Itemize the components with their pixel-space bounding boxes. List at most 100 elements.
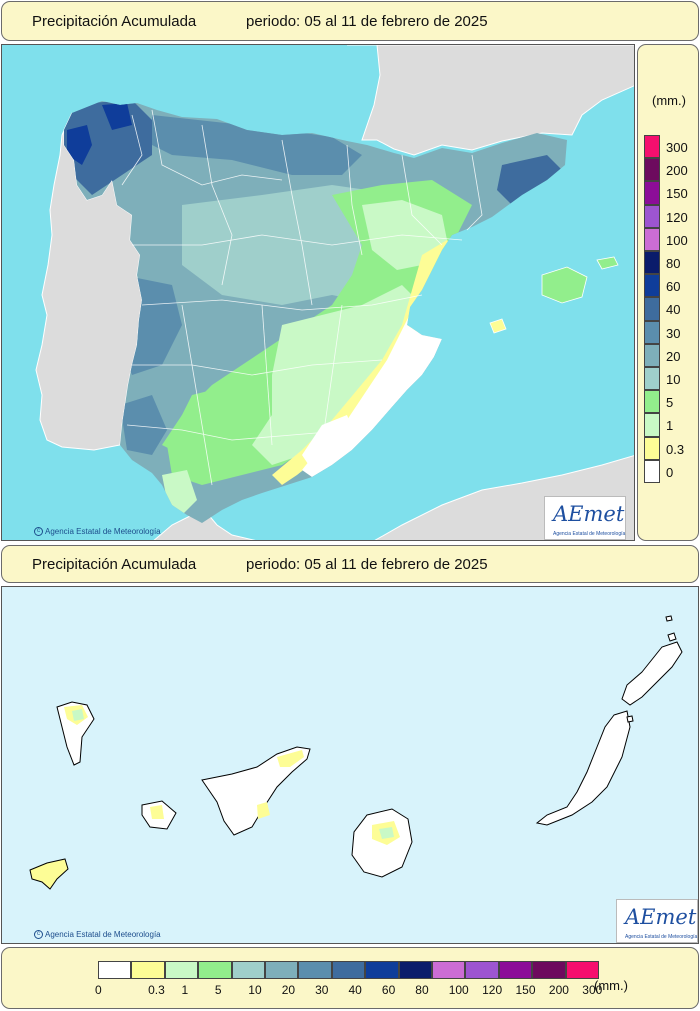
top-title-bar: Precipitación Acumulada periodo: 05 al 1… xyxy=(1,1,699,41)
gran-canaria-green xyxy=(379,827,394,839)
copyright-icon: c xyxy=(34,930,43,939)
lobos xyxy=(626,715,634,723)
copyright-icon: c xyxy=(34,527,43,536)
map-title: Precipitación Acumulada xyxy=(32,13,197,30)
legend-label: 120 xyxy=(482,983,503,997)
legend-label: 80 xyxy=(415,983,429,997)
peninsula-map-svg xyxy=(2,45,634,540)
aemet-logo-subtitle: Agencia Estatal de Meteorología xyxy=(553,531,626,537)
province-borders xyxy=(121,109,483,486)
legend-label: 5 xyxy=(666,395,674,411)
legend-label: 150 xyxy=(515,983,536,997)
legend-label: 300 xyxy=(582,983,603,997)
legend-swatch xyxy=(644,367,660,391)
legend-swatch xyxy=(298,961,332,979)
legend-swatch xyxy=(644,204,660,228)
legend-swatch xyxy=(98,961,132,979)
legend-swatch xyxy=(644,343,660,367)
legend-label: 30 xyxy=(315,983,329,997)
aemet-logo-bottom: AEmet Agencia Estatal de Meteorología xyxy=(616,899,698,943)
legend-swatch xyxy=(644,436,660,460)
legend-swatch xyxy=(331,961,366,979)
legend-swatch xyxy=(465,961,499,979)
legend-label: 10 xyxy=(666,372,681,387)
tenerife xyxy=(201,746,311,836)
tenerife-yellow-ne xyxy=(277,750,304,767)
legend-label: 80 xyxy=(666,256,681,271)
zone-80-100-galicia xyxy=(67,125,92,165)
aemet-logo-subtitle: Agencia Estatal de Meteorología xyxy=(625,934,698,940)
aemet-logo-top: AEmet Agencia Estatal de Meteorología xyxy=(544,496,626,540)
legend-swatch xyxy=(644,459,660,483)
legend-swatch xyxy=(198,961,232,979)
canarias-period: periodo: 05 al 11 de febrero de 2025 xyxy=(246,556,488,573)
lanzarote xyxy=(621,641,683,706)
mallorca xyxy=(541,266,588,304)
legend-label: 30 xyxy=(666,325,681,341)
zone-60-80-north xyxy=(102,103,132,130)
legend-swatch xyxy=(398,961,432,979)
legend-swatch xyxy=(644,158,660,182)
legend-label: 60 xyxy=(381,983,396,997)
legend-label: 0.3 xyxy=(148,983,165,997)
alegranza xyxy=(665,615,673,622)
zone-0-almeria xyxy=(302,415,357,470)
la-gomera-yellow xyxy=(150,805,164,819)
legend-label: 200 xyxy=(548,983,569,997)
legend-unit-horizontal: (mm.) xyxy=(594,978,628,993)
zone-40-60-catalonia xyxy=(497,155,562,205)
legend-label: 40 xyxy=(348,983,362,997)
legend-label: 1 xyxy=(181,983,189,997)
africa-land xyxy=(153,512,256,540)
credit-text-bottom: Agencia Estatal de Meteorología xyxy=(45,930,161,939)
legend-swatch xyxy=(532,961,566,979)
fuerteventura xyxy=(535,710,631,826)
legend-label: 200 xyxy=(666,163,688,179)
menorca xyxy=(596,256,619,270)
legend-label: 150 xyxy=(666,186,688,202)
zone-0-southeast xyxy=(302,285,442,477)
la-palma-green xyxy=(72,709,84,721)
legend-swatch xyxy=(644,297,660,321)
legend-label: 60 xyxy=(666,279,681,295)
aemet-logo-text: AEmet xyxy=(553,502,625,526)
legend-label: 0 xyxy=(95,983,102,997)
legend-swatch xyxy=(498,961,533,979)
legend-swatch xyxy=(644,135,660,159)
legend-swatch xyxy=(644,413,660,437)
legend-label: 0 xyxy=(666,464,674,480)
legend-label: 100 xyxy=(448,983,469,997)
legend-label: 20 xyxy=(666,348,681,364)
ibiza xyxy=(489,318,507,334)
legend-swatch xyxy=(644,274,660,298)
legend-swatch xyxy=(644,320,660,344)
legend-label: 300 xyxy=(666,140,688,155)
legend-label: 20 xyxy=(281,983,296,997)
legend-swatch xyxy=(644,390,660,414)
zone-1-5-southeast xyxy=(252,285,422,465)
canarias-title: Precipitación Acumulada xyxy=(32,556,197,573)
legend-label: 10 xyxy=(248,983,262,997)
el-hierro xyxy=(29,858,69,890)
legend-swatch xyxy=(432,961,466,979)
canarias-map-svg xyxy=(2,587,698,943)
zone-30-40-cantabric xyxy=(152,115,362,175)
legend-swatch xyxy=(164,961,199,979)
bottom-title-bar: Precipitación Acumulada periodo: 05 al 1… xyxy=(1,545,699,583)
legend-swatch xyxy=(265,961,299,979)
legend-swatch xyxy=(644,251,660,275)
map-period: periodo: 05 al 11 de febrero de 2025 xyxy=(246,13,488,30)
legend-vertical: (mm.) 300 200 150 120 100 80 60 40 30 20 10 5 1 0.3 0 xyxy=(637,44,699,541)
legend-unit-vertical: (mm.) xyxy=(652,93,686,108)
legend-label: 0.3 xyxy=(666,441,685,457)
la-graciosa xyxy=(667,632,677,642)
canarias-map: c Agencia Estatal de Meteorología AEmet … xyxy=(1,586,699,944)
legend-swatch xyxy=(231,961,265,979)
sea-canarias xyxy=(2,587,698,943)
legend-swatch xyxy=(644,181,660,205)
legend-horizontal: 0 0.3 1 5 10 20 30 40 60 80 100 120 150 200 300 (mm.) xyxy=(1,947,699,1009)
legend-label: 120 xyxy=(666,209,688,225)
legend-swatch xyxy=(565,961,599,979)
credit-text-top: Agencia Estatal de Meteorología xyxy=(45,527,161,536)
legend-swatch xyxy=(644,227,660,251)
